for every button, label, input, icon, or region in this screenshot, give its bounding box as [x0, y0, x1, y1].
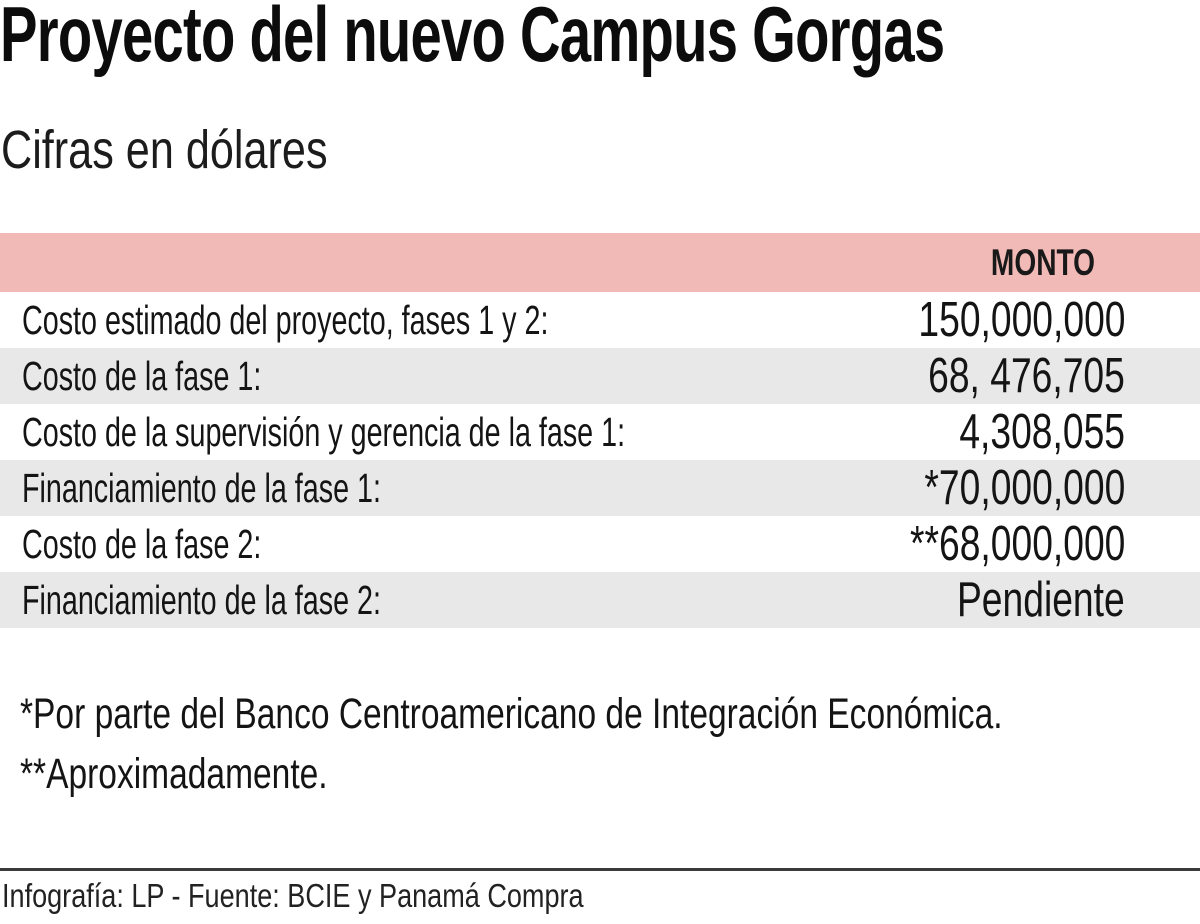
row-label: Costo de la supervisión y gerencia de la…: [22, 408, 626, 455]
row-label: Financiamiento de la fase 1:: [22, 464, 381, 511]
row-value: 68, 476,705: [928, 349, 1125, 403]
cost-table: MONTO Costo estimado del proyecto, fases…: [0, 233, 1200, 628]
row-value: **68,000,000: [909, 517, 1125, 571]
table-row: Costo de la fase 2: **68,000,000: [0, 516, 1200, 572]
table-body: Costo estimado del proyecto, fases 1 y 2…: [0, 292, 1200, 628]
row-label: Costo de la fase 1:: [22, 352, 262, 399]
row-label: Costo estimado del proyecto, fases 1 y 2…: [22, 296, 549, 343]
table-row: Financiamiento de la fase 2: Pendiente: [0, 572, 1200, 628]
footer: Infografía: LP - Fuente: BCIE y Panamá C…: [0, 868, 1200, 915]
amount-column-header: MONTO: [990, 241, 1095, 283]
row-value: 4,308,055: [959, 405, 1125, 459]
footnotes: *Por parte del Banco Centroamericano de …: [20, 684, 1200, 804]
row-label: Financiamiento de la fase 2:: [22, 576, 381, 623]
table-row: Costo de la fase 1: 68, 476,705: [0, 348, 1200, 404]
row-value: Pendiente: [957, 573, 1125, 627]
table-row: Financiamiento de la fase 1: *70,000,000: [0, 460, 1200, 516]
page-subtitle-text: Cifras en dólares: [1, 120, 328, 180]
page-title-text: Proyecto del nuevo Campus Gorgas: [0, 0, 945, 78]
row-label: Costo de la fase 2:: [22, 520, 262, 567]
row-value: 150,000,000: [917, 293, 1125, 347]
source-credit: Infografía: LP - Fuente: BCIE y Panamá C…: [2, 877, 584, 914]
table-header-row: MONTO: [0, 233, 1200, 292]
footnote-1: *Por parte del Banco Centroamericano de …: [20, 690, 1003, 738]
row-value: *70,000,000: [924, 461, 1125, 515]
table-row: Costo de la supervisión y gerencia de la…: [0, 404, 1200, 460]
table-row: Costo estimado del proyecto, fases 1 y 2…: [0, 292, 1200, 348]
page-subtitle: Cifras en dólares: [1, 120, 409, 180]
footnote-2: **Aproximadamente.: [20, 750, 328, 798]
page-title: Proyecto del nuevo Campus Gorgas: [0, 0, 1200, 78]
